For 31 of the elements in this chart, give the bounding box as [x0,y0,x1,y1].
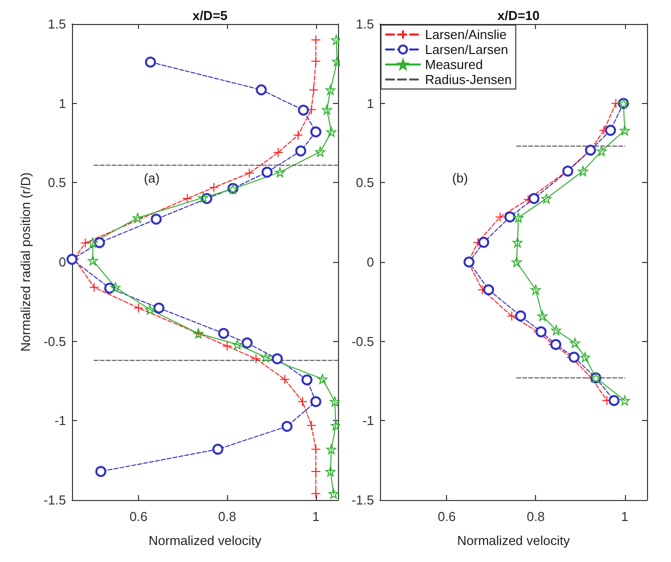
y-tick-label: -1.5 [44,492,66,508]
x-tick-label: 1 [621,509,628,524]
chart-title: x/D=5 [192,8,228,23]
legend-label: Radius-Jensen [425,72,512,87]
y-tick-label: 1.5 [48,16,66,32]
legend-label: Larsen/Ainslie [425,27,507,42]
legend-label: Larsen/Larsen [425,42,508,57]
y-tick-label: -0.5 [44,334,66,349]
legend-label: Measured [425,57,483,72]
annotation: (a) [144,170,160,186]
x-axis-title: Normalized velocity [148,533,262,548]
y-tick-label: -1 [362,413,374,428]
y-tick-label: -1.5 [352,492,374,508]
y-tick-label: 1 [366,96,374,111]
x-tick-label: 0.6 [438,509,456,524]
y-tick-label: -0.5 [352,334,374,349]
annotation: (b) [452,170,468,186]
y-tick-label: 1 [58,96,66,111]
x-axis-title: Normalized velocity [457,533,570,548]
y-tick-label: 0.5 [356,175,374,190]
y-tick-label: 0 [366,254,374,270]
y-tick-label: -1 [54,413,66,428]
x-tick-label: 0.8 [526,509,545,524]
y-tick-label: 1.5 [356,16,374,32]
x-tick-label: 1 [312,509,320,524]
y-axis-title: Normalized radial position (r/D) [18,172,33,352]
y-tick-label: 0.5 [48,175,66,190]
y-tick-label: 0 [58,254,66,270]
x-tick-label: 0.8 [218,509,236,524]
chart-title: x/D=10 [497,8,540,23]
x-tick-label: 0.6 [129,509,148,524]
